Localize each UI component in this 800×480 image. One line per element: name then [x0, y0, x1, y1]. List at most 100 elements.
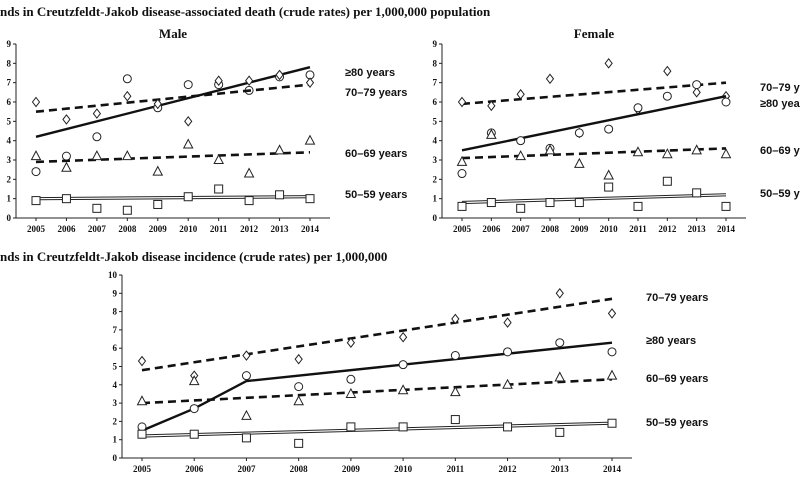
x-tick-label: 2010	[179, 224, 198, 234]
data-point-square	[398, 422, 408, 432]
data-point-diamond	[663, 65, 672, 77]
y-tick-label: 4	[7, 136, 12, 146]
trend-line	[461, 95, 727, 152]
y-tick-label: 7	[7, 78, 12, 88]
data-point-triangle	[544, 144, 556, 155]
data-point-circle	[183, 80, 193, 90]
series-0: 70–79 yea	[457, 58, 800, 139]
trend-line	[461, 81, 727, 106]
data-point-diamond	[31, 96, 41, 108]
y-tick-label: 3	[433, 155, 438, 165]
data-point-diamond	[123, 90, 132, 102]
data-point-circle	[555, 338, 565, 348]
data-point-triangle	[720, 148, 732, 159]
data-point-diamond	[184, 116, 193, 127]
series-label: ≥80 years	[646, 335, 696, 347]
data-point-circle	[241, 371, 251, 381]
data-point-circle	[31, 167, 41, 177]
y-tick-label: 2	[433, 174, 438, 184]
data-point-circle	[604, 124, 614, 134]
y-tick-label: 0	[7, 213, 12, 223]
y-tick-label: 0	[433, 213, 438, 223]
y-tick-label: 6	[113, 343, 118, 353]
data-point-triangle	[502, 378, 513, 389]
data-point-triangle	[188, 375, 200, 386]
data-point-circle	[294, 382, 304, 392]
chart-male: 0 1 2 3 4 5 6 7 8 9 2005 2006 2007 2008 2009 2010 2011 20…	[7, 26, 408, 234]
data-point-triangle	[486, 128, 497, 139]
y-tick-label: 4	[113, 380, 118, 390]
series-2: 60–69 years	[30, 134, 407, 178]
y-tick-label: 1	[7, 194, 12, 204]
data-point-circle	[662, 91, 672, 101]
x-tick-label: 2005	[453, 224, 472, 234]
series-3: 50–59 yea	[457, 176, 800, 213]
data-point-diamond	[275, 69, 284, 81]
data-point-triangle	[293, 395, 304, 406]
y-tick-label: 7	[433, 78, 438, 88]
data-point-square	[721, 201, 731, 211]
trend-line	[35, 83, 311, 113]
data-point-circle	[692, 80, 702, 90]
data-point-square	[450, 415, 460, 425]
x-tick-label: 2011	[210, 224, 228, 234]
series-label: ≥80 yea	[760, 98, 800, 110]
data-point-triangle	[152, 165, 164, 176]
y-tick-label: 9	[433, 39, 438, 49]
x-tick-label: 2006	[482, 224, 501, 234]
data-point-square	[692, 188, 702, 198]
trend-line	[141, 297, 613, 372]
data-point-diamond	[137, 355, 147, 367]
data-point-diamond	[451, 313, 460, 325]
data-point-diamond	[457, 96, 467, 108]
series-0: ≥80 years	[31, 66, 395, 177]
x-tick-label: 2007	[88, 224, 107, 234]
y-tick-label: 1	[433, 194, 438, 204]
chart-title-male: Male	[159, 26, 187, 41]
data-point-square	[516, 203, 526, 213]
data-point-square	[662, 176, 672, 186]
data-point-square	[294, 438, 304, 448]
data-point-diamond	[692, 87, 701, 98]
data-point-square	[545, 198, 555, 208]
y-tick-label: 6	[7, 97, 12, 107]
x-tick-label: 2011	[629, 224, 647, 234]
series-label: 60–69 yea	[760, 145, 800, 157]
data-point-diamond	[62, 114, 71, 125]
y-tick-label: 4	[433, 136, 438, 146]
data-point-triangle	[182, 138, 194, 149]
data-point-square	[244, 196, 254, 206]
data-point-diamond	[346, 337, 356, 349]
y-tick-label: 3	[7, 155, 12, 165]
x-tick-label: 2007	[512, 224, 531, 234]
series-2: 60–69 yea	[456, 128, 800, 180]
series-label: 70–79 years	[345, 87, 407, 99]
x-tick-label: 2010	[600, 224, 619, 234]
data-point-diamond	[555, 287, 564, 299]
series-3: 50–59 years	[31, 184, 407, 215]
trend-line	[35, 151, 311, 164]
data-point-triangle	[91, 150, 103, 161]
data-point-square	[214, 184, 224, 194]
data-point-square	[604, 182, 614, 192]
x-tick-label: 2009	[149, 224, 168, 234]
data-point-triangle	[554, 371, 566, 382]
y-tick-label: 3	[113, 398, 118, 408]
series-1: ≥80 years	[137, 335, 696, 432]
x-tick-label: 2013	[271, 224, 290, 234]
y-tick-label: 9	[113, 288, 118, 298]
x-tick-label: 2008	[290, 464, 309, 474]
data-point-triangle	[243, 167, 255, 178]
trend-line	[35, 66, 311, 138]
x-tick-label: 2008	[541, 224, 560, 234]
data-point-triangle	[632, 146, 644, 157]
data-point-diamond	[604, 58, 613, 69]
chart-incidence: 0 1 2 3 4 5 6 7 8 9 10 2005 2006 2007 2008 2009 2010 2011…	[108, 270, 708, 474]
data-point-diamond	[305, 77, 315, 88]
data-point-square	[457, 201, 467, 211]
y-tick-label: 0	[113, 453, 118, 463]
series-label: 70–79 yea	[760, 82, 800, 94]
data-point-diamond	[607, 308, 617, 319]
data-point-triangle	[662, 148, 673, 159]
data-point-diamond	[242, 350, 251, 361]
